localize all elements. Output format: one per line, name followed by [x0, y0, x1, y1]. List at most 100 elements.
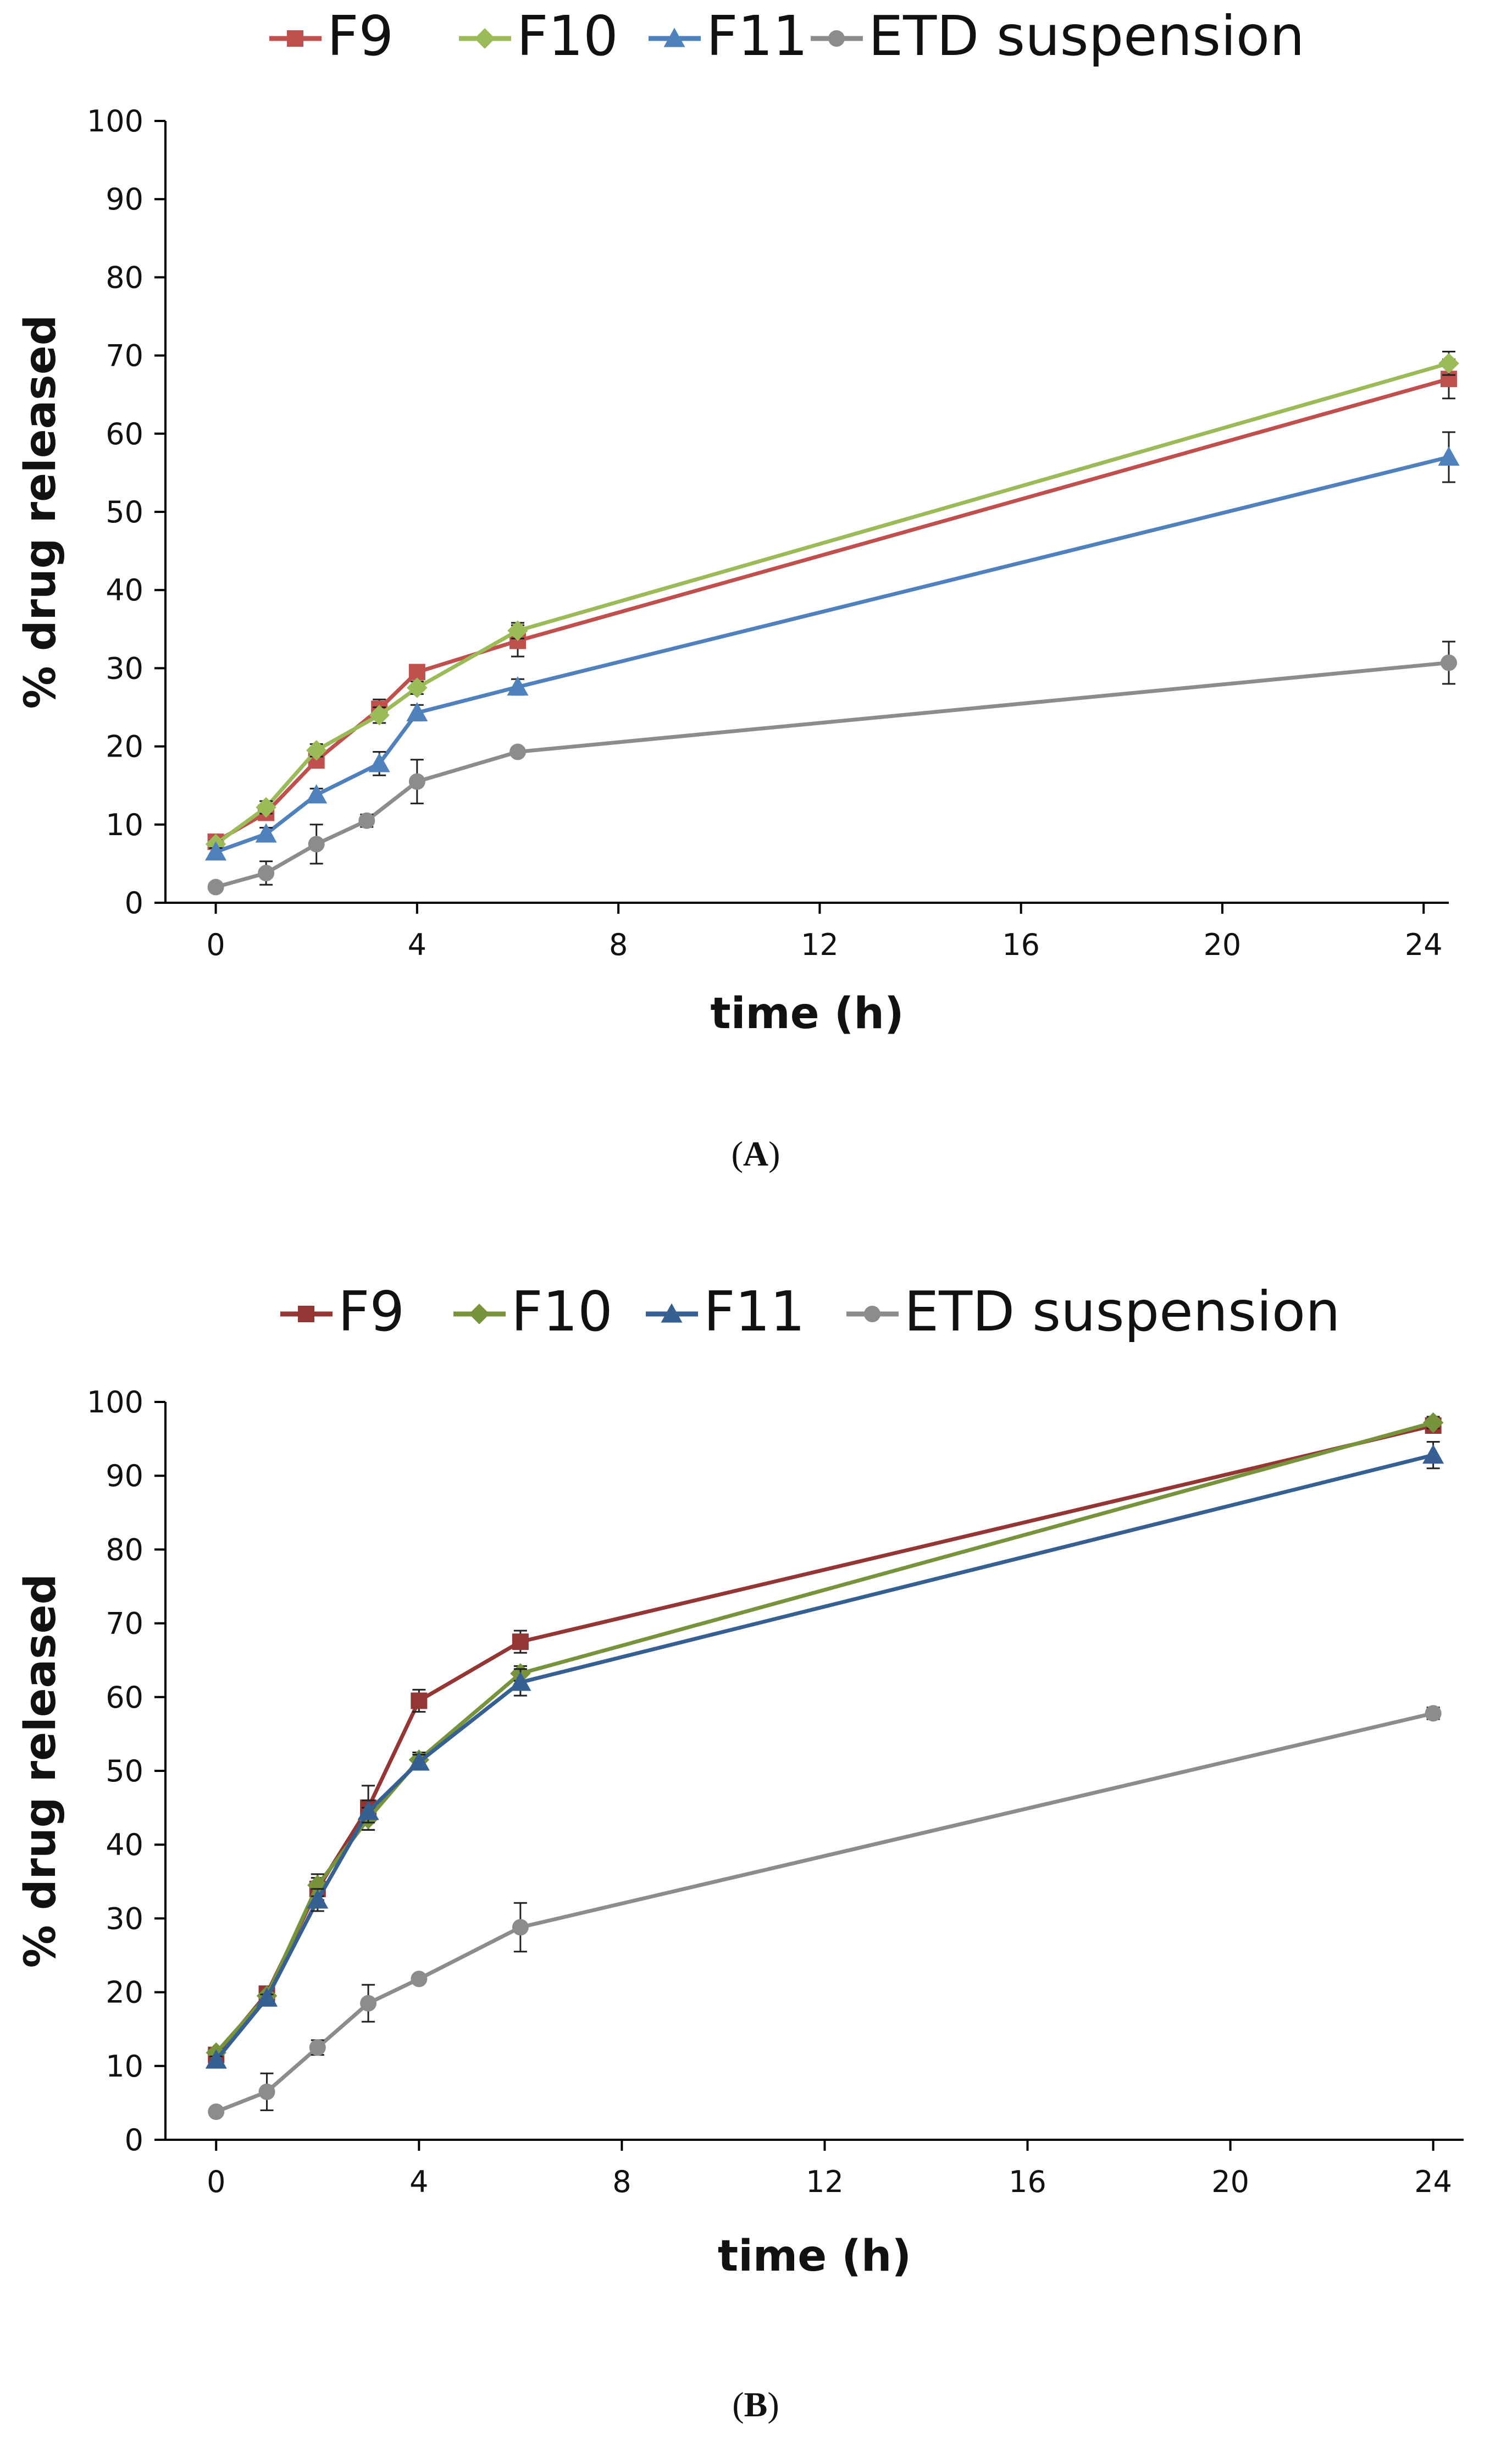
chart-b-legend-marker [864, 1306, 880, 1322]
chart-a-x-tick-label: 24 [1405, 927, 1443, 962]
chart-a-series-line [214, 361, 1449, 846]
chart-b-x-tick-label: 20 [1211, 2165, 1249, 2199]
chart-b-data-point [1422, 1412, 1444, 1433]
chart-a-legend-marker [663, 27, 685, 47]
chart-b-legend-item: F11 [646, 1279, 805, 1344]
chart-a-legend-item: F11 [649, 4, 808, 68]
chart-a-legend-item: F10 [459, 4, 618, 68]
chart-a: 0 10 20 30 40 50 60 70 80 90 100 0 4 8 12 16 20 24 time (h… [16, 4, 1460, 1039]
chart-b-legend-label: F11 [704, 1279, 805, 1344]
chart-b-data-point [205, 2049, 227, 2069]
chart-b-y-axis-title: % drug released [16, 1574, 65, 1968]
chart-a-y-tick-label: 0 [125, 886, 143, 920]
chart-b-y-tick-label: 40 [106, 1827, 143, 1862]
chart-b-data-point [208, 2103, 225, 2121]
chart-a-legend-label: F11 [706, 4, 808, 68]
chart-a-legend: F9 F10 F11 ETD suspension [269, 4, 1304, 68]
chart-b-legend-marker [298, 1306, 314, 1322]
chart-b-y-tick-label: 20 [106, 1975, 143, 2010]
chart-a-x-tick-label: 4 [408, 927, 427, 962]
chart-b-y-tick-label: 90 [106, 1459, 143, 1493]
chart-a-data-point [358, 812, 375, 829]
chart-a-data-point [1438, 446, 1460, 466]
chart-b-y-tick-label: 50 [106, 1754, 143, 1788]
chart-a-series-line [215, 660, 1449, 889]
chart-a-x-axis-title: time (h) [710, 989, 904, 1039]
chart-a-series-f9 [207, 358, 1457, 851]
chart-b-series-line [215, 1711, 1434, 2114]
chart-a-legend-label: F9 [327, 4, 394, 68]
chart-b-x-tick-label: 24 [1414, 2165, 1452, 2199]
chart-b-series-f11 [205, 1440, 1444, 2069]
chart-a-data-point [205, 841, 227, 861]
chart-a-data-point [369, 704, 390, 726]
panel-label-b: (B) [732, 2385, 779, 2424]
chart-b-series-line [214, 1423, 1434, 2056]
chart-b: 0 10 20 30 40 50 60 70 80 90 100 0 4 8 12 16 20 24 time (h… [16, 1279, 1464, 2281]
chart-a-data-point [406, 702, 428, 722]
chart-a-legend-label: F10 [517, 4, 618, 68]
chart-b-y-tick-label: 30 [106, 1901, 143, 1936]
chart-b-legend: F9 F10 F11 ETD suspension [280, 1279, 1340, 1344]
chart-a-legend-item: ETD suspension [811, 4, 1304, 68]
chart-a-data-point [408, 773, 425, 790]
chart-a-y-tick-label: 90 [106, 182, 143, 217]
chart-b-data-point [256, 1987, 278, 2007]
chart-b-data-point [258, 2083, 275, 2100]
chart-b-data-point [408, 1751, 430, 1771]
chart-b-legend-label: F9 [338, 1279, 405, 1344]
chart-a-y-tick-label: 30 [106, 651, 143, 686]
chart-a-y-tick-label: 70 [106, 339, 143, 373]
chart-a-series-etd-suspension [207, 641, 1457, 896]
panel-label-a-letter: A [743, 1134, 768, 1173]
chart-a-data-point [306, 739, 327, 761]
chart-b-x-tick-label: 0 [207, 2165, 225, 2199]
panel-label-b-close: ) [767, 2385, 779, 2424]
chart-a-y-tick-label: 50 [106, 495, 143, 529]
chart-a-y-tick-label: 100 [87, 104, 143, 139]
chart-a-y-tick-label: 60 [106, 417, 143, 451]
chart-a-data-point [368, 753, 390, 772]
panel-label-b-letter: B [744, 2385, 768, 2424]
chart-a-x-tick-label: 16 [1002, 927, 1040, 962]
chart-b-legend-item: F9 [280, 1279, 405, 1344]
panel-label-a-open: ( [732, 1134, 743, 1173]
chart-b-x-tick-label: 12 [806, 2165, 844, 2199]
chart-a-series-f11 [205, 431, 1460, 861]
chart-b-y-tick-label: 70 [106, 1606, 143, 1641]
chart-b-legend-label: ETD suspension [904, 1279, 1340, 1344]
chart-a-data-point [306, 784, 328, 804]
chart-b-y-tick-label: 100 [87, 1385, 143, 1420]
chart-a-data-point [1438, 353, 1459, 374]
chart-a-data-point [509, 743, 526, 760]
chart-b-legend-item: ETD suspension [846, 1279, 1340, 1344]
chart-b-legend-marker [469, 1304, 490, 1324]
chart-b-x-axis-title: time (h) [718, 2232, 911, 2281]
panel-label-a: (A) [732, 1134, 780, 1173]
chart-a-x-tick-label: 12 [801, 927, 839, 962]
chart-b-data-point [411, 1970, 428, 1987]
chart-a-y-tick-label: 80 [106, 260, 143, 295]
chart-b-data-point [307, 1889, 329, 1909]
chart-a-x-tick-label: 8 [609, 927, 628, 962]
chart-b-x-tick-label: 16 [1009, 2165, 1046, 2199]
chart-b-data-point [512, 1633, 529, 1650]
chart-b-series-etd-suspension [208, 1705, 1442, 2121]
chart-b-series-line [214, 1421, 1434, 2054]
chart-b-series-f9 [208, 1417, 1442, 2063]
chart-b-legend-marker [661, 1303, 683, 1323]
chart-b-data-point [509, 1671, 531, 1691]
chart-a-data-point [207, 879, 224, 896]
chart-a-y-tick-label: 20 [106, 730, 143, 764]
chart-a-y-axis-title: % drug released [16, 315, 65, 709]
chart-a-legend-marker [474, 28, 495, 49]
chart-b-y-tick-label: 0 [125, 2123, 143, 2157]
chart-b-legend-item: F10 [453, 1279, 613, 1344]
chart-b-x-tick-label: 8 [612, 2165, 631, 2199]
chart-b-data-point [1425, 1705, 1442, 1722]
chart-a-data-point [255, 823, 277, 843]
chart-b-data-point [411, 1692, 428, 1709]
chart-b-x-tick-label: 4 [409, 2165, 428, 2199]
chart-b-data-point [1422, 1444, 1444, 1464]
